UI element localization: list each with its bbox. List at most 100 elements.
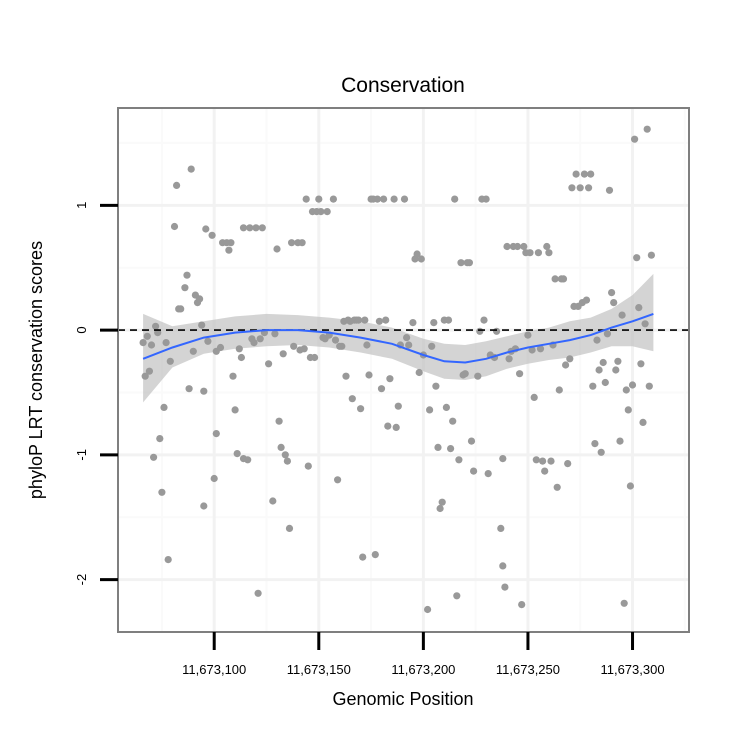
data-point	[576, 184, 584, 192]
data-point	[281, 451, 289, 459]
data-point	[363, 341, 371, 349]
data-point	[317, 208, 325, 216]
data-point	[608, 289, 616, 297]
y-axis-label: phyloP LRT conservation scores	[26, 241, 46, 499]
data-point	[564, 460, 572, 468]
data-point	[229, 372, 237, 380]
x-tick-label: 11,673,300	[600, 662, 664, 677]
data-point	[323, 208, 331, 216]
data-point	[359, 553, 367, 561]
data-point	[200, 387, 208, 395]
data-point	[639, 418, 647, 426]
y-tick-label: -2	[74, 574, 89, 586]
data-point	[377, 385, 386, 393]
data-point	[534, 249, 543, 257]
data-point	[271, 330, 279, 338]
data-point	[447, 445, 455, 453]
data-point	[147, 341, 156, 349]
data-point	[315, 195, 323, 203]
data-point	[647, 251, 656, 259]
data-point	[562, 361, 570, 369]
data-point	[555, 386, 563, 394]
data-point	[480, 316, 488, 324]
data-point	[415, 368, 423, 377]
data-point	[438, 498, 446, 506]
x-tick-label: 11,673,250	[496, 662, 560, 677]
data-point	[233, 450, 241, 458]
data-point	[547, 457, 555, 465]
data-point	[275, 417, 283, 425]
data-point	[342, 372, 350, 380]
data-point	[173, 181, 181, 189]
data-point	[603, 330, 612, 338]
panel-border	[117, 107, 690, 633]
data-point	[413, 250, 421, 258]
data-point	[183, 271, 191, 279]
data-point	[628, 381, 637, 389]
data-point	[394, 402, 402, 410]
data-point	[417, 255, 425, 263]
data-point	[484, 470, 492, 478]
data-point	[635, 304, 643, 312]
data-point	[177, 305, 185, 313]
data-point	[265, 360, 273, 368]
data-point	[254, 589, 262, 597]
data-point	[536, 345, 545, 353]
data-point	[442, 403, 450, 411]
data-point	[348, 395, 356, 403]
data-point	[386, 375, 394, 383]
data-point	[311, 353, 319, 362]
data-point	[279, 350, 287, 358]
data-point	[599, 358, 607, 367]
data-point	[637, 360, 645, 368]
data-point	[616, 437, 624, 445]
data-point	[524, 331, 532, 339]
data-point	[244, 456, 252, 464]
data-point	[231, 406, 239, 414]
data-point	[461, 370, 469, 378]
data-point	[505, 355, 513, 363]
y-tick-label: 1	[74, 202, 89, 209]
y-axis: -2 -1 0 1	[74, 202, 118, 586]
data-point	[252, 224, 260, 232]
data-point	[499, 455, 507, 463]
data-point	[235, 345, 243, 353]
data-point	[361, 316, 369, 324]
panel-background	[118, 108, 689, 632]
x-axis: 11,673,100 11,673,150 11,673,200 11,673,250…	[182, 632, 665, 677]
data-point	[518, 601, 526, 609]
data-point	[216, 343, 225, 352]
data-point	[451, 195, 459, 203]
data-point	[400, 195, 409, 203]
data-point	[338, 342, 346, 350]
data-point	[501, 583, 509, 591]
data-point	[622, 386, 630, 394]
data-point	[204, 337, 212, 345]
data-point	[152, 322, 160, 330]
data-point	[605, 186, 614, 194]
data-point	[503, 242, 511, 251]
data-point	[227, 239, 235, 247]
data-point	[290, 342, 298, 350]
data-point	[541, 467, 549, 475]
data-point	[467, 437, 476, 445]
data-point	[572, 170, 580, 178]
data-point	[181, 284, 189, 292]
data-point	[187, 165, 195, 173]
data-point	[624, 406, 632, 414]
data-point	[645, 382, 653, 390]
data-point	[143, 332, 151, 340]
data-point	[166, 357, 174, 365]
chart-title: Conservation	[341, 74, 465, 97]
data-point	[614, 357, 622, 365]
data-point	[300, 345, 308, 353]
data-point	[532, 456, 540, 464]
data-point	[380, 195, 388, 203]
data-point	[405, 341, 413, 349]
data-point	[250, 339, 258, 347]
data-point	[543, 242, 551, 251]
data-point	[382, 316, 390, 324]
data-point	[189, 347, 197, 355]
data-point	[331, 336, 340, 344]
